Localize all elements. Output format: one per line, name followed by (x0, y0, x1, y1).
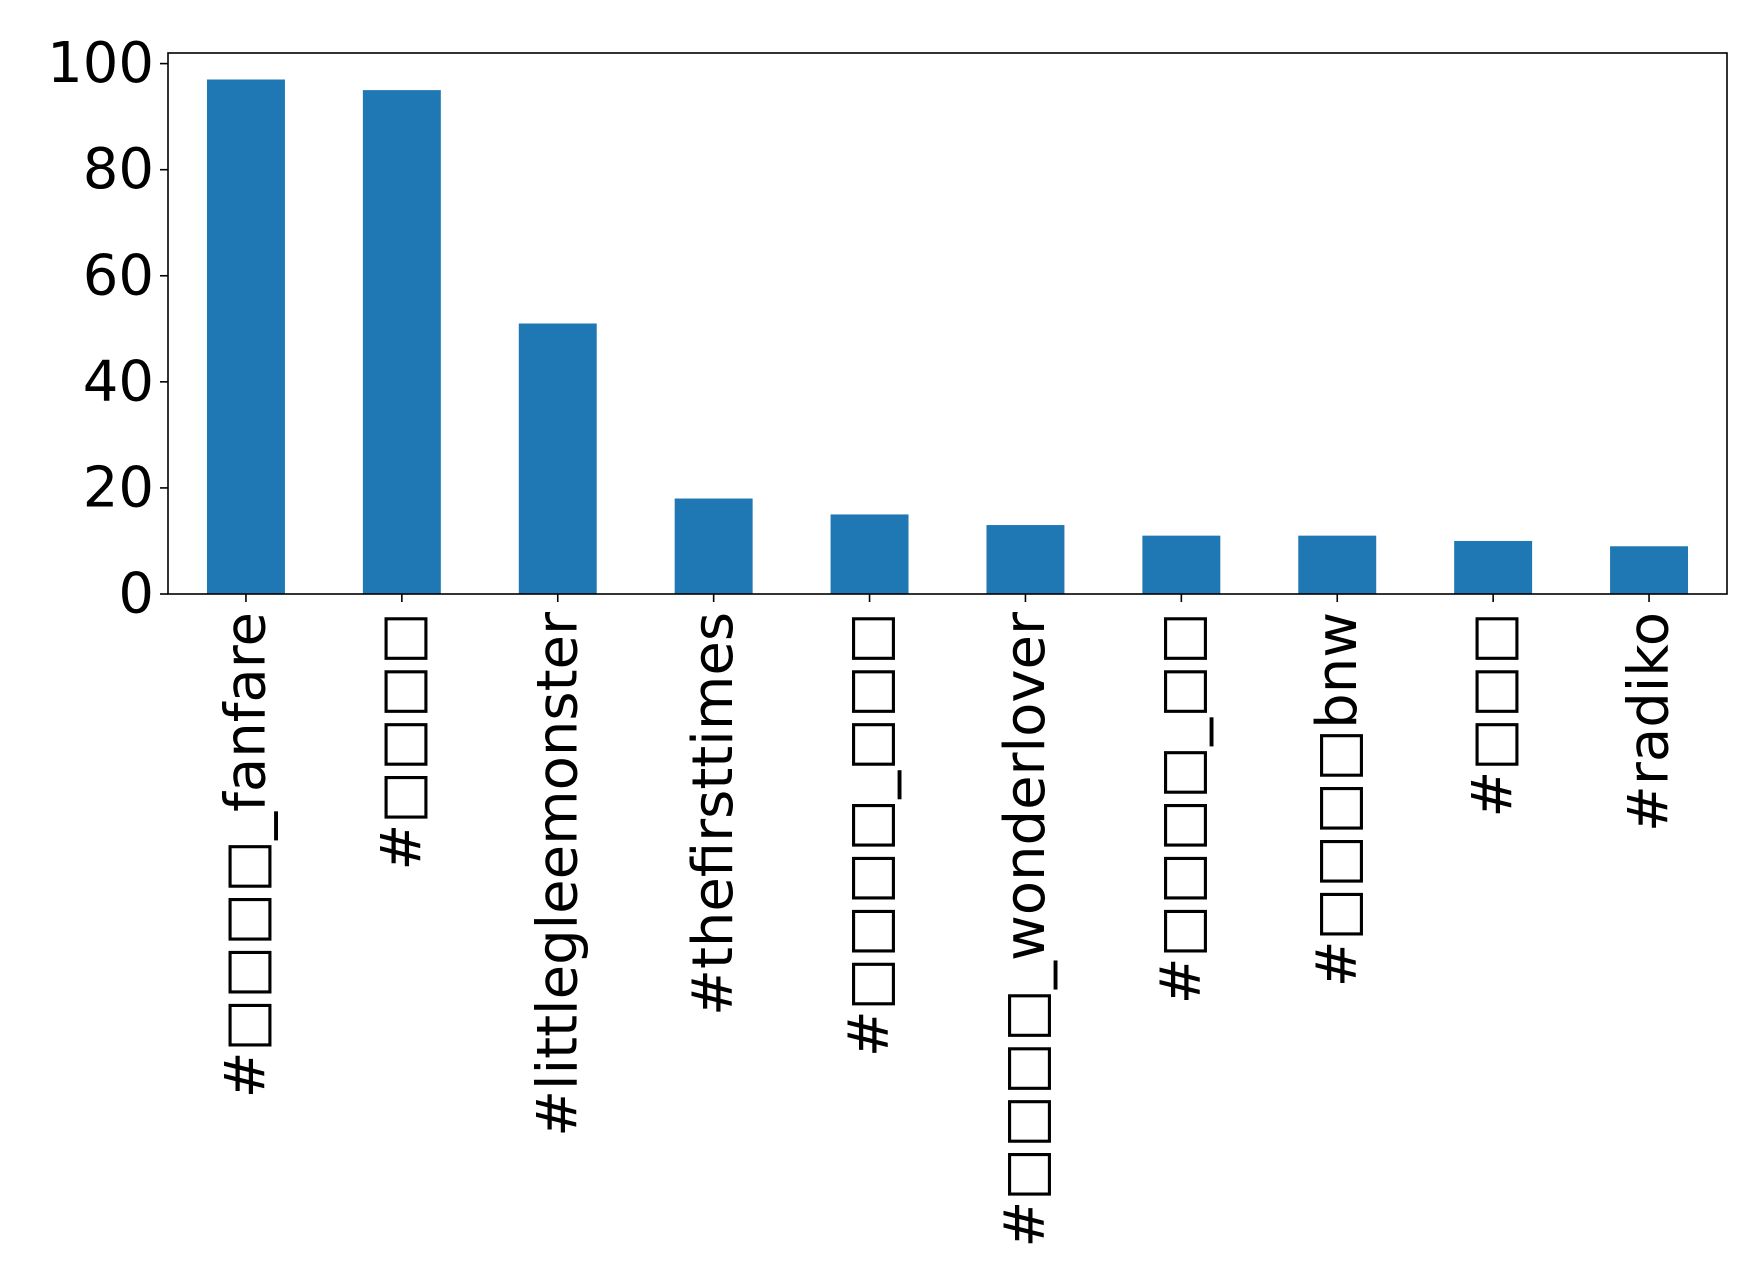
bar-6 (1142, 535, 1221, 594)
x-tick-label-1: #□□□□ (369, 612, 434, 871)
x-tick-label-4: #□□□□_□□□ (837, 612, 902, 1057)
bar-7 (1298, 535, 1377, 594)
x-tick-label-9: #radiko (1617, 612, 1682, 832)
bars-group (206, 79, 1689, 595)
y-tick-label-0: 0 (118, 562, 154, 627)
plot-frame (167, 52, 1728, 595)
bar-9 (1610, 546, 1689, 594)
bar-4 (830, 514, 909, 594)
x-tick-label-0: #□□□□_fanfare (213, 612, 278, 1098)
bar-5 (986, 525, 1065, 594)
bar-0 (206, 79, 285, 595)
y-tick-label-4: 80 (83, 137, 154, 202)
x-tick-label-2: #littlegleemonster (525, 611, 590, 1137)
y-tick-label-2: 40 (83, 349, 154, 414)
bar-2 (518, 323, 597, 594)
y-tick-label-3: 60 (83, 243, 154, 308)
y-tick-label-1: 20 (83, 455, 154, 520)
x-tick-label-5: #□□□□_wonderlover (993, 611, 1058, 1248)
x-tick-label-3: #thefirsttimes (681, 612, 746, 1016)
x-tick-label-7: #□□□□bnw (1305, 612, 1370, 987)
y-axis: 0 20 40 60 80 100 (47, 31, 168, 627)
y-tick-label-5: 100 (47, 31, 154, 96)
bar-1 (362, 90, 441, 595)
bar-8 (1454, 540, 1533, 594)
x-tick-label-6: #□□□□_□□ (1149, 612, 1214, 1004)
x-tick-label-8: #□□□ (1461, 612, 1526, 818)
x-axis: #□□□□_fanfare #□□□□ #littlegleemonster #the… (213, 594, 1682, 1248)
bar-3 (674, 498, 753, 594)
